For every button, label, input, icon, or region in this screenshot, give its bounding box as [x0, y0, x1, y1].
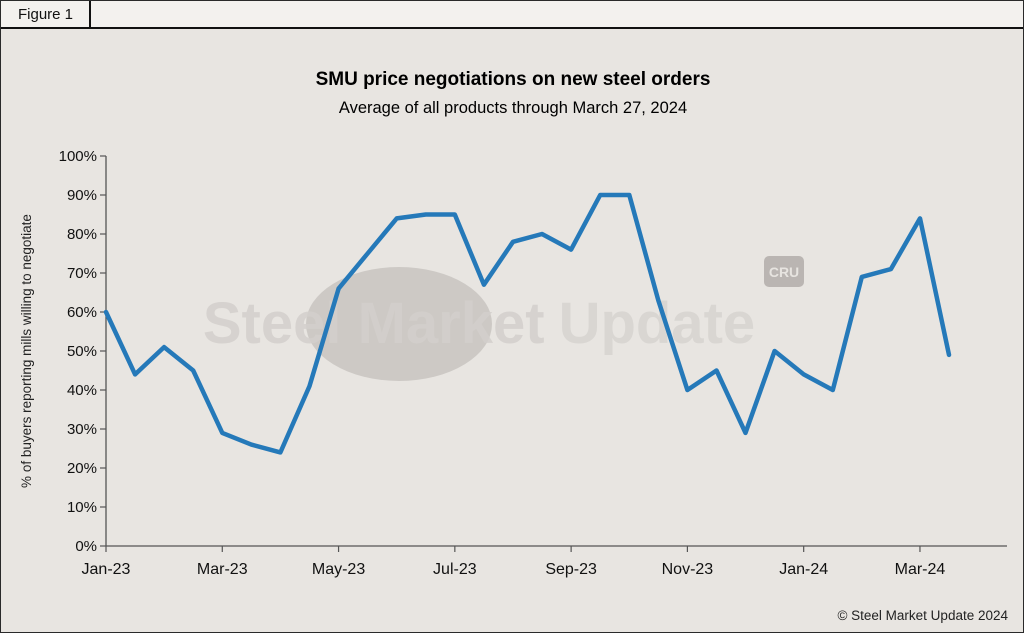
y-tick-label: 0%: [75, 538, 97, 555]
y-axis-title: % of buyers reporting mills willing to n…: [19, 214, 34, 488]
y-tick-label: 80%: [67, 226, 97, 243]
figure-header: Figure 1: [1, 1, 1023, 29]
y-tick-label: 40%: [67, 382, 97, 399]
x-axis-ticks: Jan-23 Mar-23 May-23 Jul-23 Sep-23 Nov-23 Jan-…: [82, 546, 946, 578]
chart: SMU price negotiations on new steel orde…: [19, 69, 1008, 623]
y-tick-label: 70%: [67, 265, 97, 282]
x-tick-label: Jan-23: [82, 561, 131, 578]
watermark-text-bold: Steel Market: [203, 291, 545, 356]
chart-subtitle: Average of all products through March 27…: [339, 99, 687, 117]
x-tick-label: Nov-23: [662, 561, 714, 578]
cru-logo-text: CRU: [769, 264, 799, 280]
x-tick-label: Mar-23: [197, 561, 248, 578]
x-tick-label: Jul-23: [433, 561, 477, 578]
x-tick-label: Sep-23: [545, 561, 597, 578]
y-tick-label: 30%: [67, 421, 97, 438]
chart-title: SMU price negotiations on new steel orde…: [316, 69, 711, 90]
series-line: [103, 192, 952, 455]
figure-label: Figure 1: [1, 1, 92, 27]
y-tick-label: 100%: [59, 148, 97, 165]
x-tick-label: Mar-24: [895, 561, 946, 578]
x-tick-label: May-23: [312, 561, 365, 578]
cru-logo-box: [764, 256, 804, 287]
y-tick-label: 60%: [67, 304, 97, 321]
x-tick-label: Jan-24: [779, 561, 828, 578]
copyright-text: © Steel Market Update 2024: [837, 608, 1008, 623]
watermark-ellipse: [306, 267, 492, 381]
y-axis-ticks: 0% 10% 20% 30% 40% 50% 60% 70% 80% 90% 100%: [59, 148, 106, 555]
y-tick-label: 90%: [67, 187, 97, 204]
y-tick-label: 20%: [67, 460, 97, 477]
watermark: Steel Market Update CRU: [203, 256, 804, 381]
y-tick-label: 50%: [67, 343, 97, 360]
watermark-text: Steel Market Update: [203, 291, 755, 356]
series-group: [103, 192, 952, 455]
y-tick-label: 10%: [67, 499, 97, 516]
